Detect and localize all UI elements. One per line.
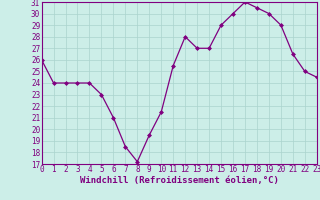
X-axis label: Windchill (Refroidissement éolien,°C): Windchill (Refroidissement éolien,°C) (80, 176, 279, 185)
